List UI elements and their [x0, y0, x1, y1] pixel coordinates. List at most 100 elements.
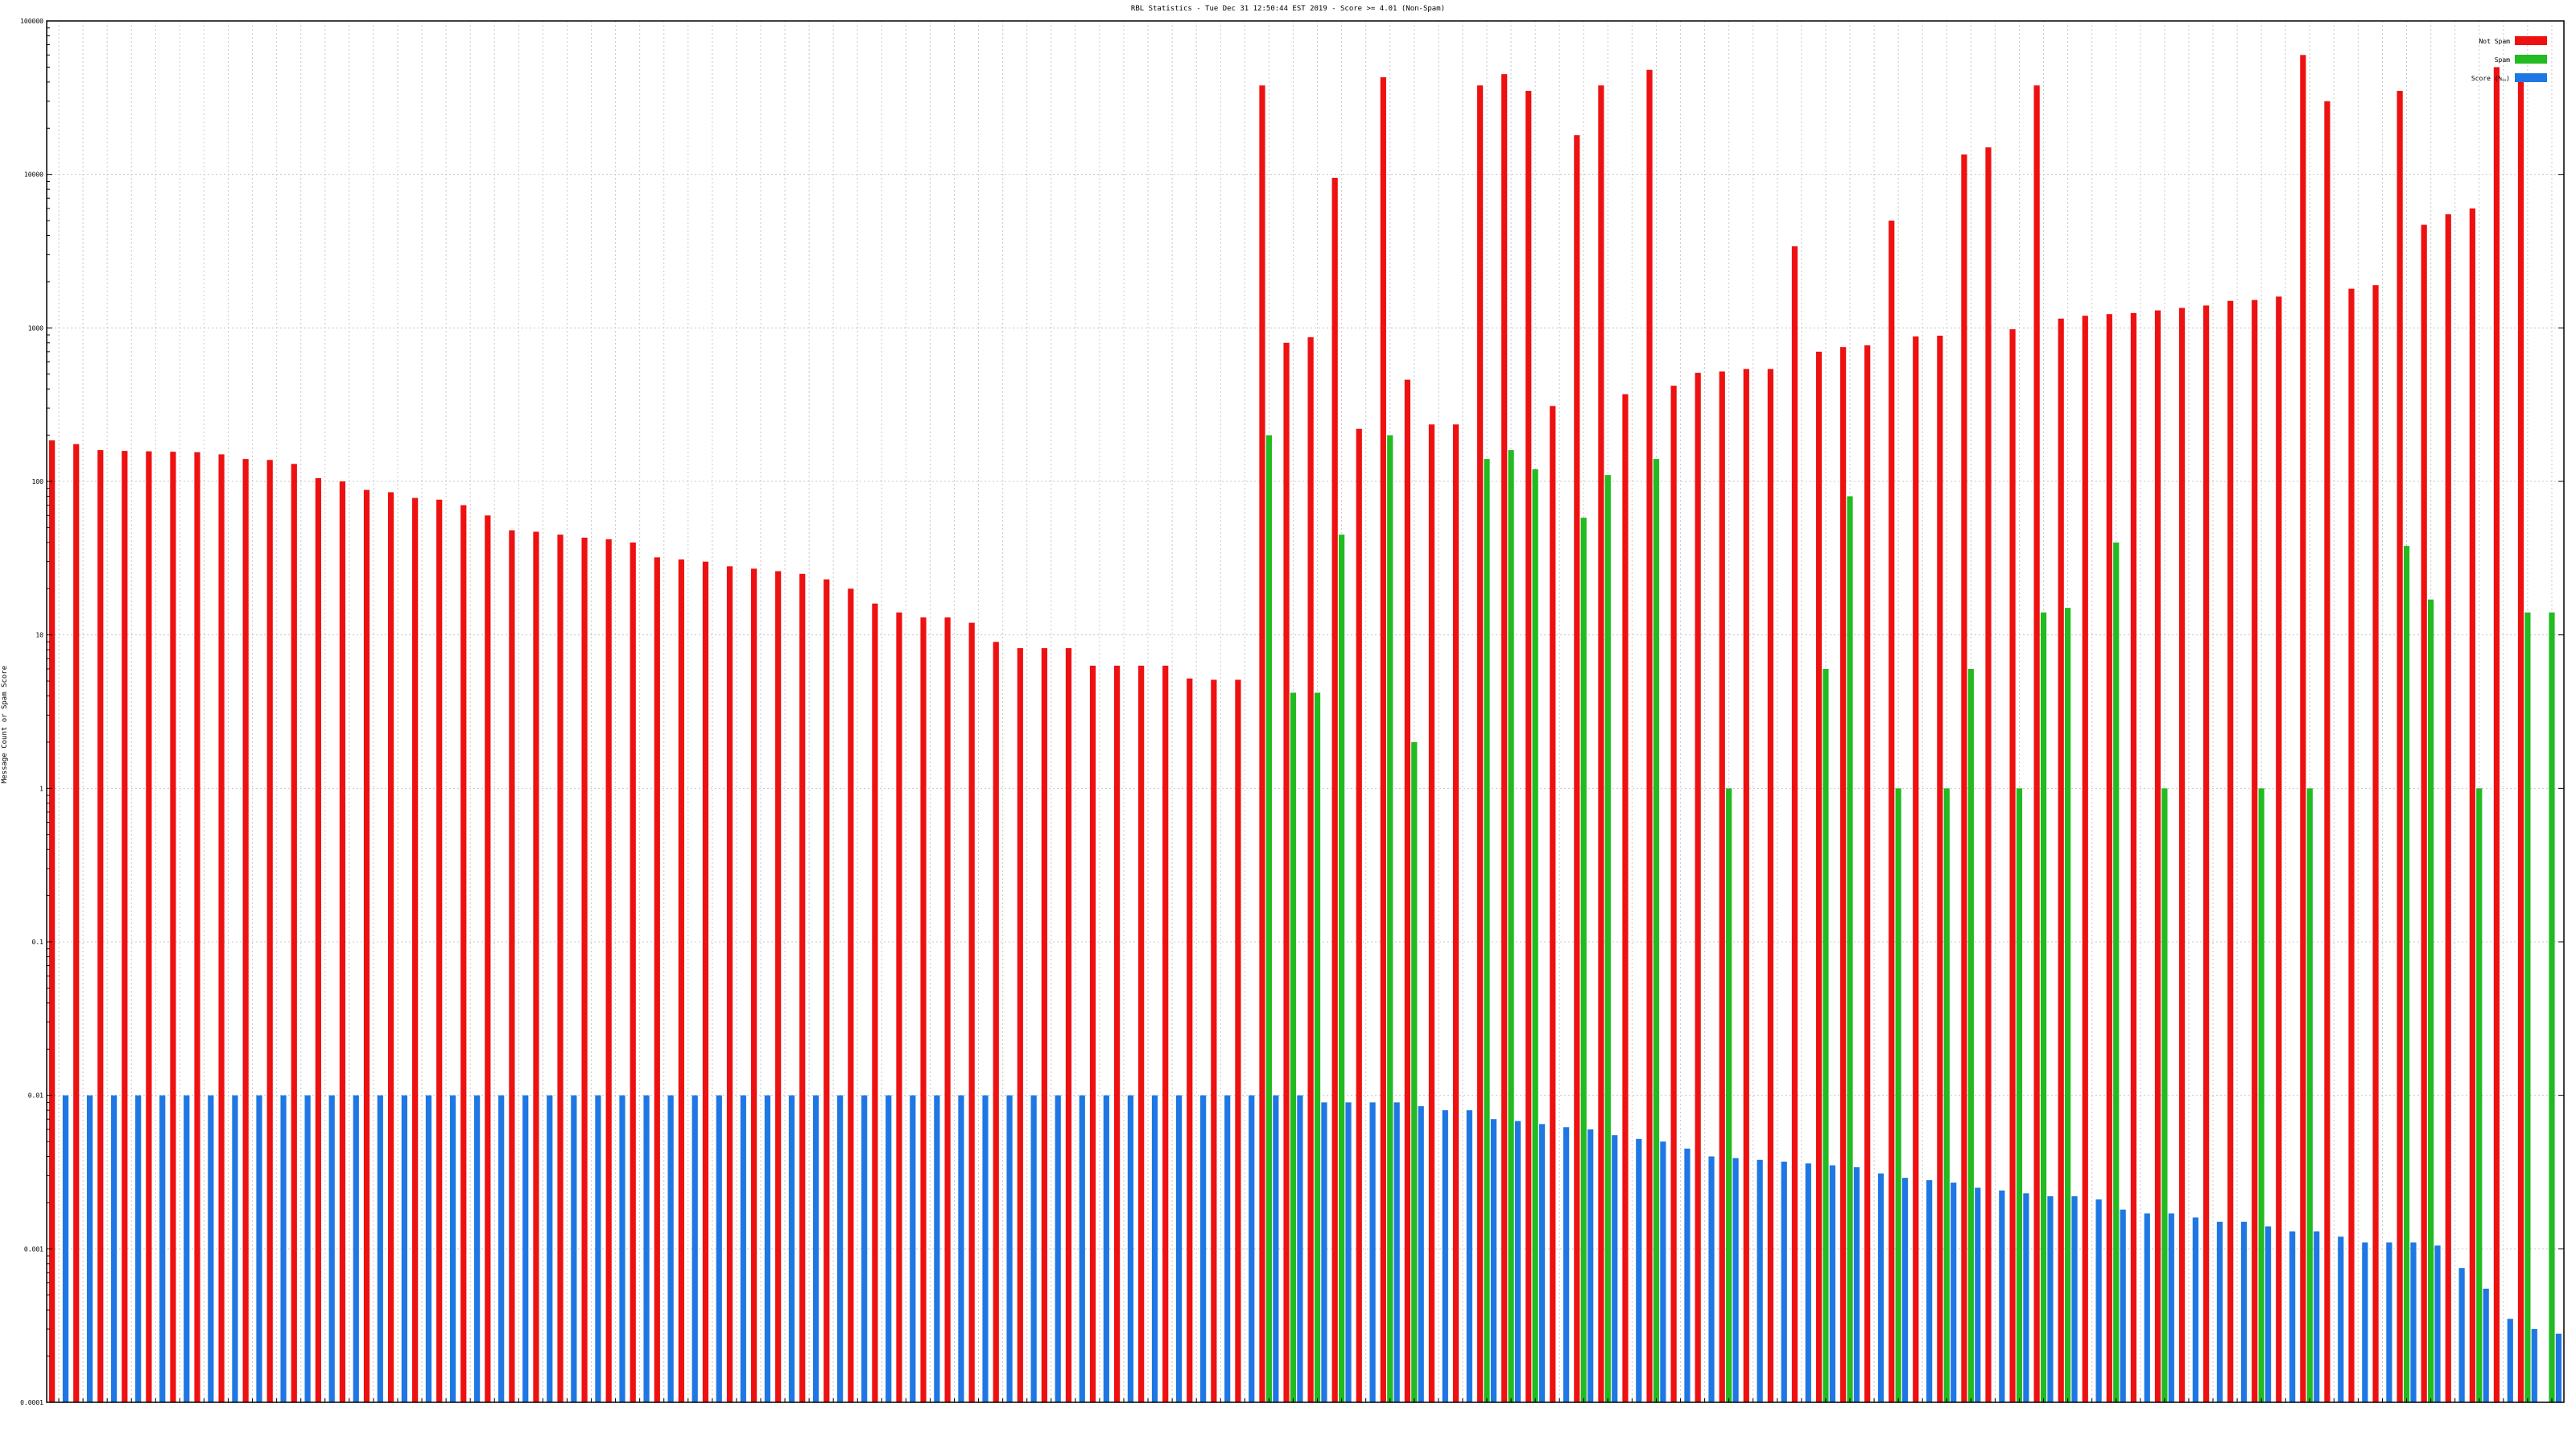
bar-score-36 — [934, 1095, 940, 1402]
bar-not-spam-75 — [1864, 345, 1871, 1402]
bar-score-57 — [1442, 1110, 1448, 1402]
bar-not-spam-43 — [1089, 665, 1096, 1402]
bar-not-spam-4 — [146, 451, 152, 1402]
bar-score-33 — [861, 1095, 868, 1402]
bar-not-spam-25 — [654, 557, 660, 1403]
bar-score-100 — [2483, 1288, 2489, 1402]
bar-score-15 — [425, 1095, 432, 1402]
bar-not-spam-31 — [799, 573, 806, 1403]
bar-not-spam-91 — [2252, 299, 2258, 1402]
legend-swatch — [2515, 55, 2547, 64]
bar-score-31 — [812, 1095, 819, 1402]
y-tick-label: 1 — [39, 785, 43, 792]
bar-not-spam-90 — [2227, 300, 2234, 1403]
bar-score-40 — [1030, 1095, 1037, 1402]
bar-not-spam-79 — [1961, 154, 1967, 1402]
bar-score-80 — [1999, 1190, 2005, 1402]
bar-score-101 — [2507, 1319, 2513, 1402]
bar-spam-82 — [2040, 612, 2047, 1402]
legend: Not Spam Spam Score (%…) — [2471, 36, 2547, 82]
bar-not-spam-62 — [1550, 406, 1556, 1402]
bar-not-spam-99 — [2445, 214, 2451, 1402]
bar-score-63 — [1587, 1129, 1594, 1402]
bar-spam-56 — [1411, 741, 1418, 1402]
bar-score-73 — [1829, 1165, 1835, 1402]
bar-score-11 — [328, 1095, 335, 1402]
bar-score-99 — [2458, 1268, 2465, 1402]
bar-not-spam-14 — [387, 492, 394, 1402]
bar-not-spam-74 — [1839, 347, 1847, 1402]
bar-not-spam-89 — [2202, 305, 2210, 1403]
bar-spam-87 — [2161, 788, 2168, 1402]
bar-score-94 — [2338, 1236, 2344, 1402]
bar-spam-85 — [2113, 542, 2120, 1402]
bar-not-spam-9 — [266, 460, 273, 1402]
bar-score-88 — [2192, 1217, 2198, 1402]
bar-spam-59 — [1484, 459, 1490, 1403]
bar-not-spam-64 — [1598, 85, 1604, 1403]
bar-spam-66 — [1653, 459, 1660, 1403]
bar-not-spam-77 — [1913, 336, 1919, 1402]
chart-title: RBL Statistics - Tue Dec 31 12:50:44 EST… — [1131, 5, 1445, 13]
bar-not-spam-19 — [509, 530, 515, 1403]
bar-not-spam-54 — [1356, 428, 1362, 1402]
bar-score-14 — [401, 1095, 408, 1402]
bar-score-53 — [1345, 1102, 1352, 1402]
axes: 0.0001 0.001 0.01 0.1 1 10 100 1000 10000 100000 — [20, 18, 2565, 1406]
bar-score-68 — [1708, 1156, 1715, 1402]
bar-not-spam-55 — [1380, 76, 1386, 1402]
bar-not-spam-33 — [848, 588, 854, 1402]
bar-score-30 — [788, 1095, 795, 1402]
y-tick-label: 10 — [35, 632, 43, 639]
bar-not-spam-36 — [920, 617, 927, 1402]
bar-not-spam-63 — [1574, 134, 1580, 1402]
bar-not-spam-66 — [1646, 69, 1653, 1403]
bar-spam-61 — [1532, 469, 1538, 1402]
bar-score-69 — [1732, 1158, 1739, 1402]
bar-not-spam-69 — [1719, 371, 1725, 1402]
y-tick-label: 0.0001 — [20, 1399, 43, 1406]
bar-spam-76 — [1895, 788, 1901, 1402]
bars — [49, 55, 2562, 1403]
bar-score-38 — [982, 1095, 989, 1402]
bar-score-93 — [2314, 1231, 2320, 1402]
bar-not-spam-83 — [2058, 318, 2064, 1403]
bar-not-spam-59 — [1476, 85, 1484, 1403]
bar-not-spam-20 — [533, 531, 539, 1402]
bar-not-spam-27 — [702, 561, 709, 1402]
bar-not-spam-92 — [2276, 296, 2282, 1403]
bar-spam-74 — [1847, 496, 1853, 1402]
bar-score-5 — [184, 1095, 190, 1402]
bar-not-spam-41 — [1041, 648, 1047, 1402]
bar-score-3 — [135, 1095, 142, 1402]
bar-not-spam-87 — [2154, 310, 2161, 1402]
bar-score-27 — [716, 1095, 722, 1402]
bar-not-spam-10 — [291, 464, 297, 1402]
y-tick-label: 0.1 — [32, 939, 44, 946]
bar-score-56 — [1418, 1106, 1424, 1402]
bar-spam-55 — [1387, 435, 1393, 1402]
bar-not-spam-50 — [1259, 85, 1265, 1403]
bar-score-49 — [1249, 1095, 1255, 1402]
y-tick-label: 1000 — [28, 324, 43, 332]
bar-score-23 — [619, 1095, 625, 1402]
bar-not-spam-52 — [1307, 336, 1314, 1402]
grid-lines — [47, 21, 2564, 1402]
y-tick-label: 0.001 — [24, 1245, 43, 1253]
bar-not-spam-81 — [2009, 329, 2016, 1402]
bar-spam-91 — [2258, 788, 2264, 1402]
bar-not-spam-76 — [1889, 221, 1895, 1403]
bar-not-spam-12 — [339, 481, 346, 1402]
bar-score-62 — [1563, 1127, 1570, 1402]
bar-not-spam-35 — [896, 612, 902, 1402]
bar-score-44 — [1127, 1095, 1134, 1402]
bar-score-20 — [547, 1095, 553, 1402]
bar-score-29 — [764, 1095, 771, 1402]
bar-score-102 — [2531, 1329, 2537, 1402]
bar-score-35 — [910, 1095, 916, 1402]
bar-not-spam-0 — [49, 440, 56, 1402]
bar-score-12 — [353, 1095, 359, 1402]
bar-spam-100 — [2476, 788, 2483, 1402]
bar-not-spam-68 — [1695, 373, 1701, 1402]
bar-score-72 — [1805, 1163, 1811, 1402]
